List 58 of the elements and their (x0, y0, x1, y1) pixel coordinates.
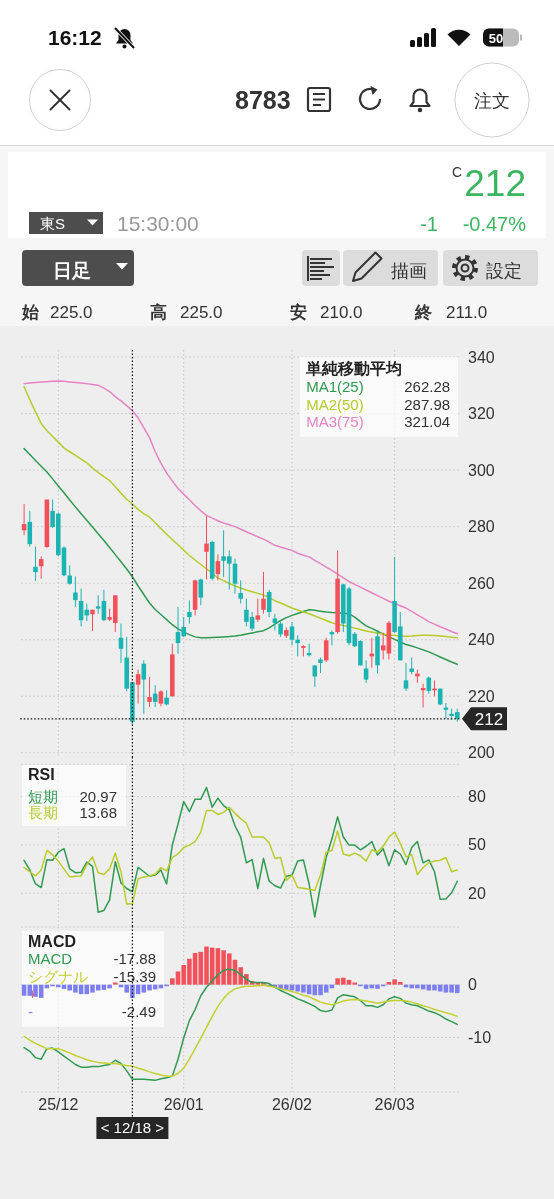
legend-title: RSI (28, 766, 55, 783)
ref-line-label: 212 (474, 709, 504, 729)
legend-title: 単純移動平均 (305, 360, 403, 377)
y-tick-label: 20 (468, 884, 486, 902)
y-tick-label: 320 (468, 405, 495, 423)
text: 211.0 (446, 303, 488, 322)
text: 日足 (53, 260, 91, 281)
y-tick-label: 340 (468, 348, 495, 366)
y-tick-label: 280 (468, 518, 495, 536)
text: 16:12 (48, 26, 102, 49)
y-tick-label: 300 (468, 461, 495, 479)
y-tick-label: 50 (468, 836, 486, 854)
y-tick-label: 80 (468, 788, 486, 806)
text: MA3(75) (306, 413, 364, 430)
text: 設定 (486, 261, 522, 281)
series-label: - (28, 1002, 33, 1020)
y-tick-label: 0 (468, 976, 477, 994)
x-tick-label: 26/03 (374, 1096, 415, 1113)
text: 225.0 (180, 303, 223, 322)
x-tick-label: 25/12 (38, 1096, 79, 1113)
x-tick-label: 26/02 (271, 1096, 313, 1113)
text: 高 (150, 303, 167, 322)
annotation: 13.68 (79, 803, 117, 821)
legend-title: MACD (28, 933, 76, 950)
annotation: -15.39 (113, 967, 156, 985)
annotation: 20.97 (79, 788, 117, 805)
ref-line: 212 (19, 707, 507, 731)
text: 東S (40, 215, 66, 232)
text: MA2(50) (306, 395, 364, 413)
annotation: 321.04 (404, 413, 451, 430)
y-tick-label: 240 (468, 631, 495, 649)
y-tick-label: -10 (468, 1029, 492, 1047)
text: 15:30:00 (117, 212, 199, 235)
text: 描画 (391, 261, 427, 281)
text: 終 (414, 303, 432, 322)
text: シグナル (28, 967, 88, 985)
text: C (452, 164, 463, 180)
text: -0.47% (462, 213, 527, 235)
annotation: -2.49 (121, 1002, 156, 1020)
x-tick-label: 26/01 (163, 1096, 204, 1113)
text: 注文 (474, 91, 510, 111)
annotation: 287.98 (404, 395, 451, 413)
y-tick-label: 260 (468, 574, 495, 592)
text: 210.0 (320, 303, 363, 322)
text: 225.0 (50, 303, 93, 322)
y-tick-label: 220 (468, 687, 495, 705)
text: MA1(25) (306, 378, 364, 395)
text: 212 (464, 163, 526, 204)
y-tick-label: 200 (468, 744, 495, 762)
x-tick-label: < 12/18 > (100, 1119, 165, 1136)
text: 8783 (235, 86, 291, 114)
text: -1 (420, 213, 438, 235)
text: MACD (28, 950, 73, 967)
text: 始 (21, 303, 40, 322)
annotation: -17.88 (113, 950, 156, 967)
text: 安 (290, 303, 307, 322)
annotation: 262.28 (404, 378, 451, 395)
legend: RSI 短期 長期 20.97 13.68 (22, 765, 126, 826)
